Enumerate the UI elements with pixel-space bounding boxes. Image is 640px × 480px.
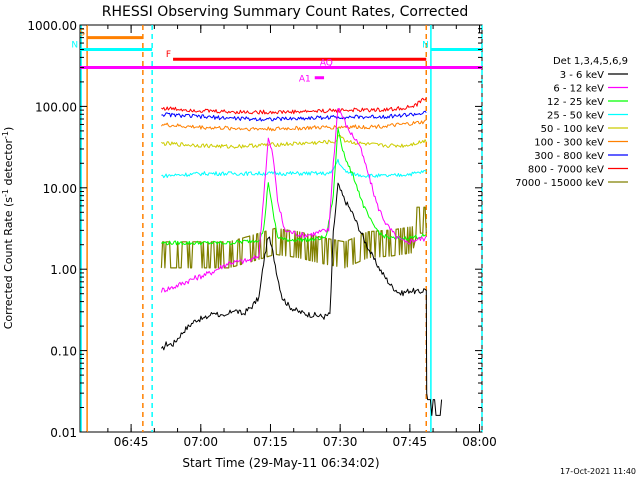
- series-line: [160, 107, 427, 293]
- legend-label: 3 - 6 keV: [560, 70, 604, 81]
- legend-label: 800 - 7000 keV: [528, 165, 604, 176]
- legend: 3 - 6 keV 6 - 12 keV 12 - 25 keV 25 - 50 ke…: [515, 70, 628, 189]
- y-axis: 0.01 0.10 1.00 10.00 100.00 1000.00: [27, 19, 482, 440]
- series-line: [160, 182, 443, 416]
- x-axis: 06:45 07:00 07:15 07:30 07:45 08:00: [107, 25, 497, 449]
- y-tick-label: 1.00: [50, 263, 77, 277]
- y-tick-label: 10.00: [43, 182, 77, 196]
- flag-label: N: [422, 41, 429, 51]
- vertical-markers: [80, 25, 483, 432]
- flag-label: F: [166, 50, 171, 60]
- timestamp: 17-Oct-2021 11:40: [560, 467, 636, 476]
- x-tick-label: 06:45: [114, 435, 149, 449]
- y-tick-label: 0.10: [50, 345, 77, 359]
- y-tick-label: 100.00: [35, 100, 77, 114]
- x-tick-label: 08:00: [462, 435, 497, 449]
- series-line: [161, 134, 427, 149]
- flag-label: N: [71, 41, 78, 51]
- series-line: [160, 119, 427, 132]
- series-line: [160, 206, 427, 269]
- series-lines: [160, 97, 443, 416]
- x-tick-label: 07:00: [183, 435, 218, 449]
- legend-label: 7000 - 15000 keV: [515, 178, 604, 189]
- legend-label: 50 - 100 keV: [541, 124, 605, 135]
- legend-label: 12 - 25 keV: [547, 97, 604, 108]
- x-tick-label: 07:45: [393, 435, 428, 449]
- flag-label: S: [79, 29, 85, 39]
- y-axis-label: Corrected Count Rate (s-1 detector-1): [1, 127, 15, 330]
- legend-label: 6 - 12 keV: [553, 84, 604, 95]
- y-tick-label: 0.01: [50, 426, 77, 440]
- flag-label: AQ: [320, 59, 333, 69]
- flag-label: A1: [299, 75, 311, 85]
- chart-title: RHESSI Observing Summary Count Rates, Co…: [102, 4, 468, 20]
- legend-label: 25 - 50 keV: [547, 111, 604, 122]
- legend-label: 300 - 800 keV: [534, 151, 604, 162]
- y-tick-label: 1000.00: [27, 19, 77, 33]
- legend-label: 100 - 300 keV: [534, 138, 604, 149]
- series-line: [161, 158, 427, 179]
- legend-header: Det 1,3,4,5,6,9: [553, 56, 628, 67]
- series-line: [161, 97, 427, 115]
- x-tick-label: 07:30: [323, 435, 358, 449]
- x-tick-label: 07:15: [253, 435, 288, 449]
- series-line: [161, 110, 427, 122]
- series-line: [161, 127, 427, 246]
- x-axis-label: Start Time (29-May-11 06:34:02): [182, 456, 379, 470]
- plot-frame: [79, 24, 483, 433]
